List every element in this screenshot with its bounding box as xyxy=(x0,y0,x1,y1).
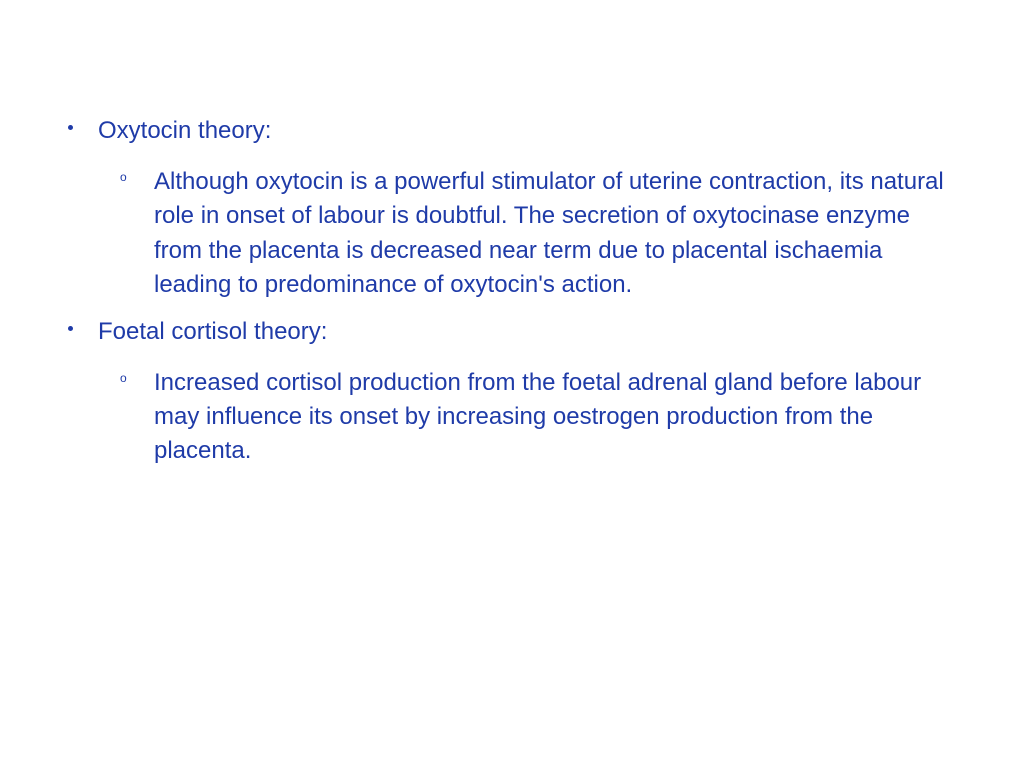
bullet-icon xyxy=(68,125,73,130)
theory-description: Increased cortisol production from the f… xyxy=(154,366,964,468)
theory-title: Foetal cortisol theory: xyxy=(98,316,964,348)
theory-sublist: o Although oxytocin is a powerful stimul… xyxy=(98,165,964,301)
list-item: Foetal cortisol theory: o Increased cort… xyxy=(60,316,964,469)
bullet-icon xyxy=(68,326,73,331)
list-item: o Although oxytocin is a powerful stimul… xyxy=(98,165,964,301)
theory-sublist: o Increased cortisol production from the… xyxy=(98,366,964,468)
theory-description: Although oxytocin is a powerful stimulat… xyxy=(154,165,964,301)
sub-bullet-icon: o xyxy=(120,372,127,384)
sub-bullet-icon: o xyxy=(120,171,127,183)
theory-list: Oxytocin theory: o Although oxytocin is … xyxy=(60,115,964,468)
theory-title: Oxytocin theory: xyxy=(98,115,964,147)
list-item: Oxytocin theory: o Although oxytocin is … xyxy=(60,115,964,302)
list-item: o Increased cortisol production from the… xyxy=(98,366,964,468)
